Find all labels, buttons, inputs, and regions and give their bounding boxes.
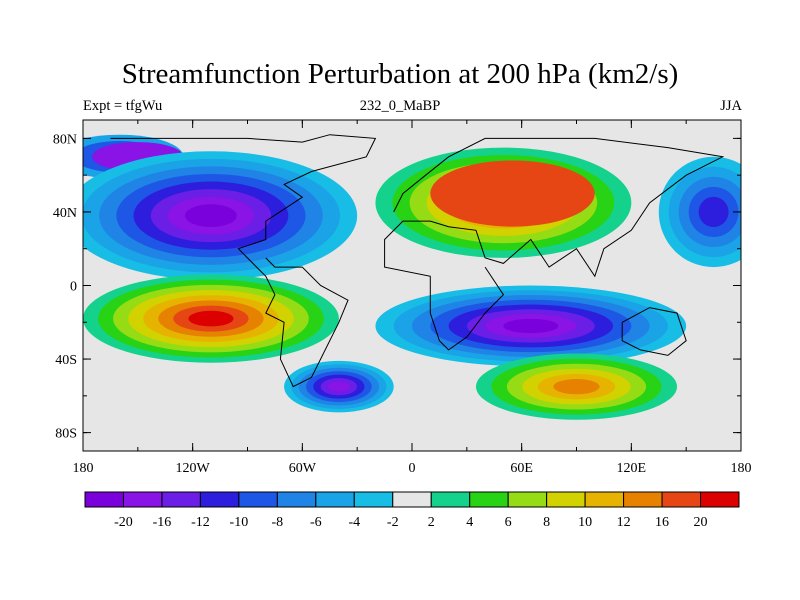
colorbar-label: -4: [348, 515, 360, 530]
colorbar-swatch: [700, 491, 740, 508]
contour-band: [185, 204, 237, 227]
lon-tick-label: 60W: [289, 461, 317, 476]
lat-tick-label: 80S: [55, 427, 77, 442]
contour-band: [327, 381, 350, 392]
colorbar-label: -12: [191, 515, 210, 530]
lon-tick-label: 180: [73, 461, 94, 476]
colorbar-swatch: [84, 491, 124, 508]
chart-title: Streamfunction Perturbation at 200 hPa (…: [121, 58, 679, 90]
colorbar-label: -10: [230, 515, 249, 530]
lon-tick-label: 120E: [617, 461, 647, 476]
colorbar-label: 10: [578, 515, 592, 530]
colorbar-label: -6: [310, 515, 322, 530]
colorbar-label: 16: [655, 515, 669, 530]
lat-tick-label: 0: [70, 280, 77, 295]
colorbar-swatch: [199, 491, 240, 508]
lon-tick-label: 120W: [176, 461, 211, 476]
lon-tick-label: 180: [731, 461, 752, 476]
lon-tick-label: 0: [409, 461, 416, 476]
lat-tick-label: 40S: [55, 353, 77, 368]
colorbar-label: -2: [387, 515, 399, 530]
colorbar-swatch: [623, 491, 663, 508]
colorbar: -20 -16 -12 -10 -8 -6 -4 -2 2 4 6 8 10 12 16 20: [84, 491, 740, 530]
coastline-path: [110, 134, 377, 388]
colorbar-swatch: [315, 491, 355, 508]
contour-band: [503, 318, 559, 334]
coastline-path: [384, 137, 725, 351]
colorbar-swatch: [161, 491, 201, 508]
colorbar-label: 8: [543, 515, 550, 530]
colorbar-swatch: [507, 491, 548, 508]
colorbar-label: -16: [153, 515, 172, 530]
colorbar-swatch: [122, 491, 163, 508]
contour-band: [553, 379, 600, 395]
contour-band: [188, 310, 234, 327]
colorbar-label: 12: [617, 515, 631, 530]
colorbar-swatch: [276, 491, 317, 508]
colorbar-swatch: [430, 491, 471, 508]
colorbar-swatch: [353, 491, 394, 508]
lat-tick-label: 40N: [53, 206, 77, 221]
colorbar-label: -8: [272, 515, 284, 530]
colorbar-label: 2: [428, 515, 435, 530]
colorbar-swatch: [546, 491, 586, 508]
colorbar-label: 4: [466, 515, 473, 530]
lat-tick-label: 80N: [53, 132, 77, 147]
coastline: [110, 134, 725, 388]
case-label: 232_0_MaBP: [359, 98, 441, 114]
colorbar-swatch: [584, 491, 625, 508]
colorbar-swatch: [238, 491, 278, 508]
coastline-path: [621, 307, 687, 356]
colorbar-label: 6: [505, 515, 512, 530]
map-axes: 80N 40N 0 40S 80S 180 120W 60W 0 60E 120E 180: [53, 120, 752, 476]
colorbar-label: -20: [114, 515, 133, 530]
colorbar-label: 20: [694, 515, 708, 530]
contour-band: [698, 196, 729, 227]
colorbar-swatch: [469, 491, 509, 508]
contour-band: [430, 160, 595, 227]
lon-tick-label: 60E: [510, 461, 533, 476]
colorbar-swatch: [392, 491, 432, 508]
colorbar-swatch: [661, 491, 702, 508]
contour-field: [83, 120, 741, 451]
experiment-label: Expt = tfgWu: [83, 98, 163, 114]
season-label: JJA: [720, 98, 742, 114]
